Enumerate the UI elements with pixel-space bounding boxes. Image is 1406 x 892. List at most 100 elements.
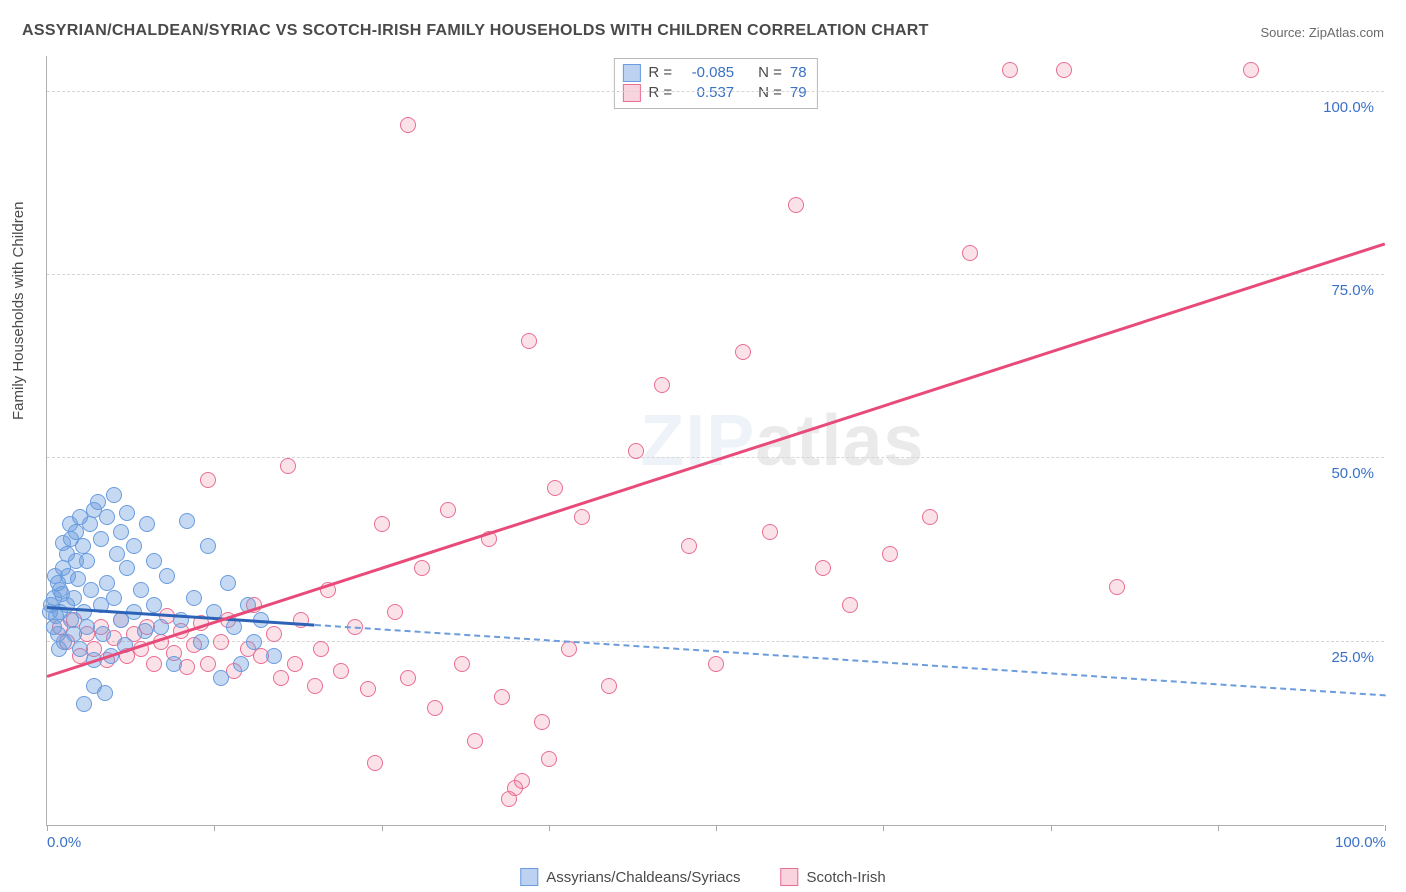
data-point-blue <box>133 582 149 598</box>
data-point-pink <box>1002 62 1018 78</box>
r-label: R = <box>648 83 672 103</box>
legend-item-blue: Assyrians/Chaldeans/Syriacs <box>520 868 740 886</box>
data-point-pink <box>534 714 550 730</box>
data-point-blue <box>213 670 229 686</box>
r-value-pink: 0.537 <box>680 83 734 103</box>
data-point-blue <box>97 685 113 701</box>
data-point-blue <box>95 626 111 642</box>
x-tick <box>883 825 884 831</box>
data-point-blue <box>99 575 115 591</box>
data-point-pink <box>213 634 229 650</box>
data-point-pink <box>654 377 670 393</box>
n-label: N = <box>758 83 782 103</box>
x-tick <box>716 825 717 831</box>
data-point-pink <box>601 678 617 694</box>
data-point-blue <box>126 538 142 554</box>
data-point-blue <box>119 560 135 576</box>
y-tick-label: 50.0% <box>1331 465 1374 482</box>
data-point-pink <box>440 502 456 518</box>
gridline <box>47 91 1384 92</box>
y-tick-label: 100.0% <box>1323 99 1374 116</box>
data-point-blue <box>153 619 169 635</box>
data-point-blue <box>51 641 67 657</box>
data-point-blue <box>159 568 175 584</box>
data-point-blue <box>106 487 122 503</box>
data-point-pink <box>280 458 296 474</box>
data-point-blue <box>146 553 162 569</box>
data-point-blue <box>139 516 155 532</box>
data-point-pink <box>561 641 577 657</box>
data-point-blue <box>200 538 216 554</box>
data-point-pink <box>521 333 537 349</box>
swatch-pink-icon <box>622 84 640 102</box>
data-point-pink <box>454 656 470 672</box>
data-point-blue <box>70 571 86 587</box>
data-point-pink <box>467 733 483 749</box>
data-point-pink <box>962 245 978 261</box>
data-point-pink <box>200 656 216 672</box>
swatch-blue-icon <box>520 868 538 886</box>
data-point-blue <box>75 538 91 554</box>
r-value-blue: -0.085 <box>680 63 734 83</box>
data-point-pink <box>501 791 517 807</box>
data-point-pink <box>200 472 216 488</box>
x-tick <box>1218 825 1219 831</box>
data-point-blue <box>99 509 115 525</box>
y-tick-label: 25.0% <box>1331 649 1374 666</box>
x-tick <box>214 825 215 831</box>
x-tick <box>47 825 48 831</box>
data-point-blue <box>55 535 71 551</box>
stats-row-pink: R = 0.537 N = 79 <box>622 83 806 103</box>
data-point-blue <box>137 623 153 639</box>
data-point-blue <box>193 634 209 650</box>
data-point-blue <box>47 568 63 584</box>
data-point-blue <box>93 531 109 547</box>
data-point-pink <box>414 560 430 576</box>
data-point-pink <box>882 546 898 562</box>
data-point-blue <box>246 634 262 650</box>
legend-label-pink: Scotch-Irish <box>807 869 886 886</box>
data-point-blue <box>79 619 95 635</box>
data-point-pink <box>287 656 303 672</box>
y-tick-label: 75.0% <box>1331 282 1374 299</box>
n-label: N = <box>758 63 782 83</box>
data-point-pink <box>427 700 443 716</box>
x-tick <box>1385 825 1386 831</box>
data-point-pink <box>1109 579 1125 595</box>
data-point-blue <box>109 546 125 562</box>
data-point-pink <box>922 509 938 525</box>
data-point-blue <box>62 516 78 532</box>
data-point-pink <box>541 751 557 767</box>
series-legend: Assyrians/Chaldeans/Syriacs Scotch-Irish <box>520 868 885 886</box>
data-point-blue <box>82 516 98 532</box>
x-tick <box>549 825 550 831</box>
data-point-blue <box>166 656 182 672</box>
data-point-blue <box>68 553 84 569</box>
data-point-pink <box>273 670 289 686</box>
data-point-pink <box>374 516 390 532</box>
chart-title: ASSYRIAN/CHALDEAN/SYRIAC VS SCOTCH-IRISH… <box>22 22 929 40</box>
legend-item-pink: Scotch-Irish <box>781 868 886 886</box>
data-point-pink <box>333 663 349 679</box>
data-point-pink <box>547 480 563 496</box>
data-point-pink <box>400 117 416 133</box>
data-point-pink <box>400 670 416 686</box>
data-point-pink <box>1243 62 1259 78</box>
data-point-pink <box>735 344 751 360</box>
data-point-blue <box>76 696 92 712</box>
r-label: R = <box>648 63 672 83</box>
stats-legend-box: R = -0.085 N = 78 R = 0.537 N = 79 <box>613 58 817 109</box>
data-point-blue <box>179 513 195 529</box>
data-point-pink <box>266 626 282 642</box>
legend-label-blue: Assyrians/Chaldeans/Syriacs <box>546 869 740 886</box>
regression-line <box>47 243 1386 679</box>
n-value-blue: 78 <box>790 63 807 83</box>
data-point-pink <box>307 678 323 694</box>
data-point-pink <box>708 656 724 672</box>
data-point-pink <box>313 641 329 657</box>
data-point-blue <box>233 656 249 672</box>
x-tick <box>1051 825 1052 831</box>
swatch-blue-icon <box>622 64 640 82</box>
source-attribution: Source: ZipAtlas.com <box>1260 25 1384 40</box>
data-point-pink <box>146 656 162 672</box>
